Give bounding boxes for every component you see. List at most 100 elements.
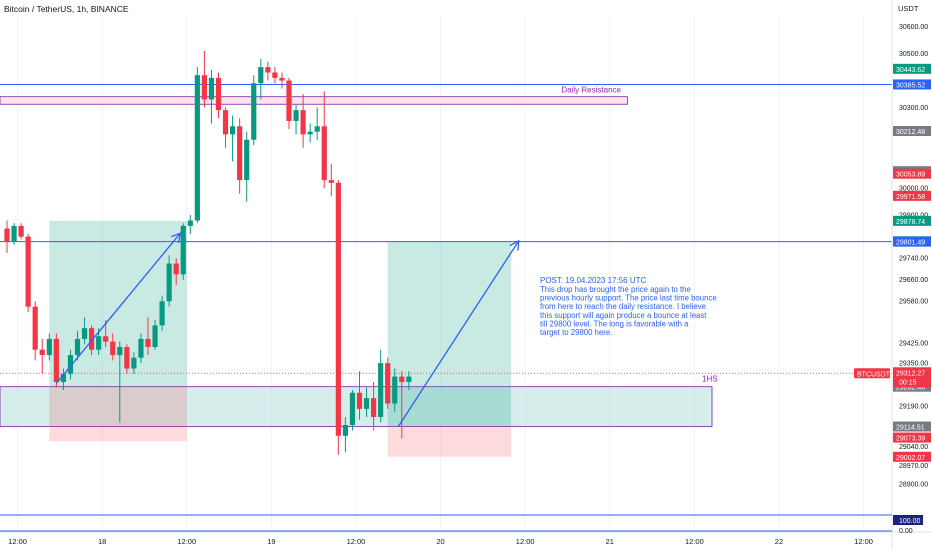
price-badge-label: 29262.46 <box>896 385 925 392</box>
price-tick-label: 29350.00 <box>899 361 928 368</box>
price-badge-label: 29878.74 <box>896 219 925 226</box>
candle-body <box>237 126 243 181</box>
price-tick-label: 29580.00 <box>899 299 928 306</box>
time-tick-label: 12:00 <box>685 537 704 546</box>
candle-body <box>46 338 52 356</box>
candle-body <box>378 363 384 417</box>
time-tick-label: 12:00 <box>177 537 196 546</box>
price-badge-label: 29002.07 <box>896 455 925 462</box>
price-tick-label: 30000.00 <box>899 186 928 193</box>
candle-body <box>152 325 158 347</box>
candle-body <box>251 83 257 140</box>
annotation-body-line: this support will again produce a bounce… <box>540 311 707 320</box>
candle-body <box>25 236 31 307</box>
time-tick-label: 18 <box>98 537 106 546</box>
chart-annotations: Daily Resistance 1HS POST: 19.04.2023 17:5… <box>540 86 718 384</box>
price-tick-label: 30600.00 <box>899 24 928 31</box>
candle-body <box>117 346 123 356</box>
candle-body <box>307 131 313 135</box>
daily-resistance-label: Daily Resistance <box>561 86 621 95</box>
horizontal-lines[interactable] <box>0 83 892 374</box>
time-tick-label: 12:00 <box>8 537 27 546</box>
price-badge <box>893 168 931 179</box>
annotation-body-line: target to 29800 here. <box>540 328 612 337</box>
long-position-2-profit <box>387 241 512 427</box>
trend-arrows[interactable] <box>55 234 518 427</box>
candle-body <box>89 328 95 350</box>
candle-body <box>399 376 405 382</box>
price-tick-label: 29040.00 <box>899 444 928 451</box>
candle-body <box>215 77 222 111</box>
long-position-2-stop <box>387 426 512 457</box>
time-tick-label: 12:00 <box>854 537 873 546</box>
candle-body <box>342 425 348 436</box>
arrow-projection <box>397 242 518 427</box>
candle-body <box>293 110 299 121</box>
price-badge <box>893 215 931 226</box>
current-price-badge <box>893 367 931 388</box>
candle-body <box>103 336 109 342</box>
candle-body <box>279 77 285 81</box>
candle-body <box>392 376 398 404</box>
sub-pane: 100.00 0.00 <box>0 514 923 535</box>
price-badge <box>893 63 931 74</box>
currency-label: USDT <box>898 4 919 13</box>
candle-body <box>356 392 363 409</box>
price-badge-label: 29971.58 <box>896 194 925 201</box>
candle-body <box>81 328 88 339</box>
long-positions[interactable] <box>49 220 512 457</box>
candle-body <box>131 357 137 369</box>
price-tick-label: 28900.00 <box>899 482 928 489</box>
candle-body <box>349 392 356 426</box>
candle-body <box>201 75 207 100</box>
price-badge <box>893 432 931 443</box>
price-badge-label: 29114.51 <box>896 425 925 432</box>
candle-body <box>222 110 229 135</box>
support-zone-1hs <box>0 386 713 427</box>
candle-body <box>244 139 250 181</box>
price-badge <box>893 190 931 201</box>
time-tick-label: 12:00 <box>516 537 535 546</box>
candle-body <box>328 180 334 183</box>
chart-title: Bitcoin / TetherUS, 1h, BINANCE <box>4 4 129 14</box>
candle-body <box>335 182 341 436</box>
sub-pane-value-label: 100.00 <box>899 518 921 525</box>
candle-body <box>321 126 327 181</box>
candle-body <box>166 263 172 302</box>
candle-body <box>300 110 306 135</box>
candle-body <box>406 376 412 382</box>
time-tick-label: 22 <box>775 537 783 546</box>
time-tick-label: 19 <box>267 537 275 546</box>
price-badge <box>893 236 931 247</box>
time-tick-label: 12:00 <box>347 537 366 546</box>
arrow-past <box>55 234 179 384</box>
price-badge <box>893 421 931 432</box>
annotation-body-line: previous hourly support. The price last … <box>540 294 717 303</box>
candle-body <box>258 67 264 84</box>
current-price-label: 29312.27 <box>896 370 925 377</box>
candle-body <box>67 355 74 374</box>
candle-body <box>39 349 45 356</box>
candle-body <box>138 338 144 358</box>
price-tick-label: 30300.00 <box>899 105 928 112</box>
price-tick-label: 30500.00 <box>899 51 928 58</box>
time-axis: 12:00 18 12:00 19 12:00 20 12:00 21 12:00 22 12:00 <box>0 531 932 546</box>
candle-body <box>208 77 215 100</box>
price-badge-label: 29801.49 <box>896 240 925 247</box>
candle-body <box>96 336 102 350</box>
annotation-body-line: This drop has brought the price again to… <box>540 285 691 294</box>
price-badge <box>893 126 931 137</box>
candle-body <box>4 228 10 243</box>
time-tick-label: 21 <box>606 537 614 546</box>
candle-body <box>74 338 81 356</box>
candle-body <box>173 263 179 275</box>
annotation-heading: POST: 19.04.2023 17:56 UTC <box>540 276 647 285</box>
candle-body <box>159 301 165 326</box>
candle-body <box>272 72 278 78</box>
price-badge-label: 30443.62 <box>896 67 925 74</box>
candle-body <box>60 373 66 382</box>
candle-body <box>187 220 193 226</box>
candle-body <box>180 225 186 275</box>
candle-body <box>145 338 151 347</box>
